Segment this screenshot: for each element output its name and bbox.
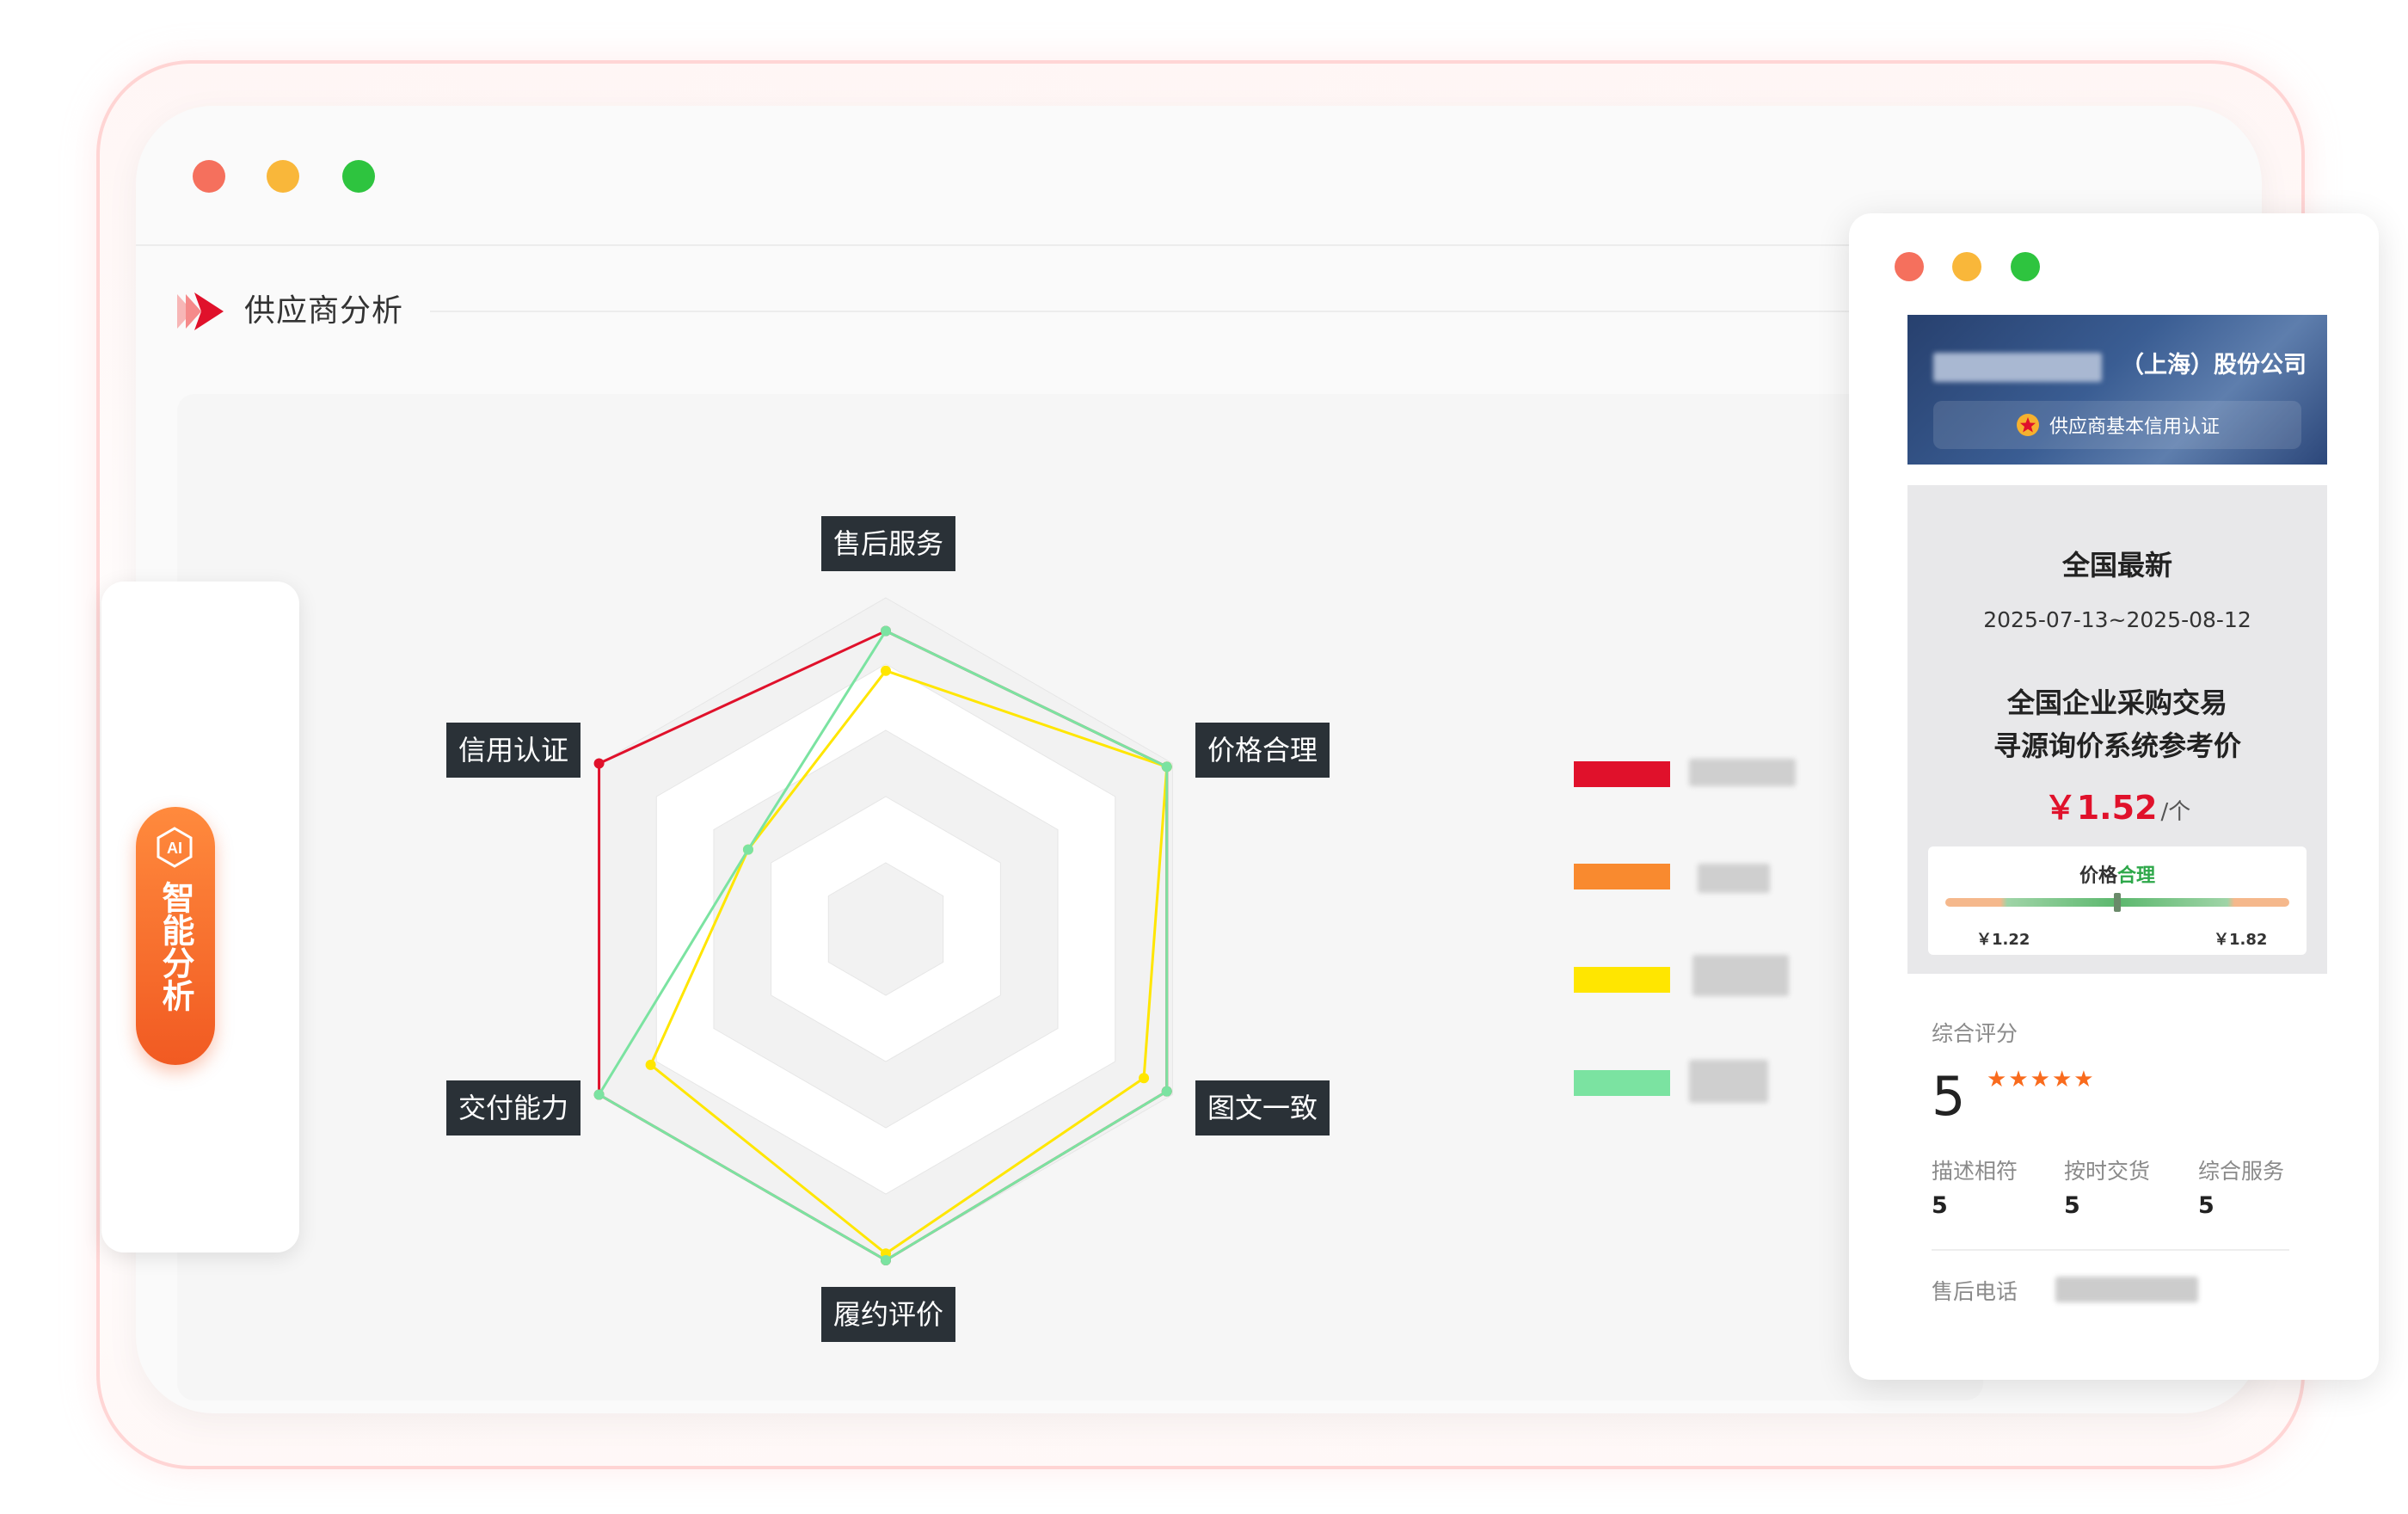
price-verdict-a: 价格 <box>2079 865 2117 887</box>
certification-text: 供应商基本信用认证 <box>2049 416 2220 438</box>
medal-icon <box>2016 414 2039 436</box>
reference-title-line1: 全国企业采购交易 <box>2006 686 2227 719</box>
sub-score-value-description: 5 <box>1932 1192 1948 1219</box>
window-maximize-dot[interactable] <box>342 160 375 193</box>
range-max: ￥1.82 <box>2214 931 2268 949</box>
rating-title: 综合评分 <box>1932 1021 2018 1046</box>
price-unit: /个 <box>2160 799 2191 825</box>
card-minimize-dot[interactable] <box>1952 252 1981 281</box>
radar-series-2-point-0 <box>881 625 891 637</box>
radar-grid-ring-4 <box>827 862 944 996</box>
legend-label-redacted <box>1689 759 1796 786</box>
ai-analysis-card: AI 智能分析 <box>101 582 299 1252</box>
star-icon: ★ <box>2073 1067 2096 1092</box>
legend-swatch-yellow <box>1574 967 1670 993</box>
card-close-dot[interactable] <box>1895 252 1924 281</box>
window-close-dot[interactable] <box>193 160 225 193</box>
axis-label-credit: 信用认证 <box>446 723 581 778</box>
radar-series-2-point-2 <box>1161 1086 1172 1097</box>
section-title: 供应商分析 <box>244 293 404 329</box>
radar-series-1-point-2 <box>1139 1073 1150 1084</box>
legend-label-redacted <box>1698 864 1770 893</box>
card-maximize-dot[interactable] <box>2011 252 2040 281</box>
radar-series-2-point-3 <box>881 1255 891 1265</box>
radar-series-2-point-5 <box>742 844 753 855</box>
price-range-box: 价格合理 ￥1.22 ￥1.82 <box>1928 846 2307 955</box>
reference-price: ￥1.52/个 <box>1907 781 2327 828</box>
axis-label-consistency: 图文一致 <box>1195 1080 1330 1136</box>
range-min: ￥1.22 <box>1976 931 2030 949</box>
legend-label-redacted <box>1689 1060 1768 1103</box>
sub-score-label-service: 综合服务 <box>2198 1159 2285 1184</box>
radar-series-1-point-0 <box>881 665 891 676</box>
sub-score-label-delivery: 按时交货 <box>2064 1159 2151 1184</box>
section-title-divider <box>430 311 1909 312</box>
price-value: ￥1.52 <box>2043 789 2158 827</box>
radar-series-0-point-5 <box>593 758 605 769</box>
sub-score-label-description: 描述相符 <box>1932 1159 2018 1184</box>
rating-divider <box>1932 1249 2289 1251</box>
axis-label-fulfillment: 履约评价 <box>821 1287 956 1342</box>
ai-analysis-label: 智能分析 <box>157 881 194 1012</box>
axis-label-delivery: 交付能力 <box>446 1080 581 1136</box>
certification-badge: 供应商基本信用认证 <box>1933 401 2301 449</box>
company-banner: （上海）股份公司 供应商基本信用认证 <box>1907 315 2327 465</box>
legend-label-redacted <box>1692 955 1789 996</box>
star-icon: ★ <box>2008 1067 2030 1092</box>
sub-score-value-service: 5 <box>2198 1192 2214 1219</box>
title-bar-divider <box>136 244 2262 246</box>
company-name: （上海）股份公司 <box>2121 352 2307 378</box>
overall-score: 5 <box>1932 1065 1966 1128</box>
price-verdict: 价格合理 <box>1928 860 2307 888</box>
star-icon: ★ <box>2051 1067 2074 1092</box>
legend-swatch-orange <box>1574 864 1670 889</box>
price-date-range: 2025-07-13~2025-08-12 <box>1983 607 2251 632</box>
axis-label-price: 价格合理 <box>1195 723 1330 778</box>
window-minimize-dot[interactable] <box>267 160 299 193</box>
ai-analysis-button[interactable]: AI 智能分析 <box>136 807 215 1065</box>
radar-series-2-point-1 <box>1161 761 1172 772</box>
legend-swatch-green <box>1574 1070 1670 1096</box>
sub-score-value-delivery: 5 <box>2064 1192 2080 1219</box>
axis-label-after-sales: 售后服务 <box>821 516 956 571</box>
reference-title-line2: 寻源询价系统参考价 <box>1993 729 2241 762</box>
company-name-redacted <box>1933 353 2102 382</box>
radar-series-1-point-4 <box>645 1059 656 1070</box>
rating-stars: ★★★★★ <box>1987 1067 2096 1092</box>
radar-series-2-point-4 <box>593 1089 605 1100</box>
star-icon: ★ <box>2030 1067 2052 1092</box>
price-marker <box>2114 893 2121 912</box>
svg-text:AI: AI <box>167 840 182 857</box>
hotline-number-redacted <box>2055 1277 2198 1302</box>
ai-badge-icon: AI <box>157 827 193 868</box>
price-verdict-b: 合理 <box>2117 865 2156 887</box>
price-scope: 全国最新 <box>2061 549 2172 582</box>
star-icon: ★ <box>1987 1067 2009 1092</box>
hotline-label: 售后电话 <box>1932 1279 2018 1304</box>
play-arrow-icon <box>177 292 224 330</box>
legend-swatch-red <box>1574 761 1670 787</box>
